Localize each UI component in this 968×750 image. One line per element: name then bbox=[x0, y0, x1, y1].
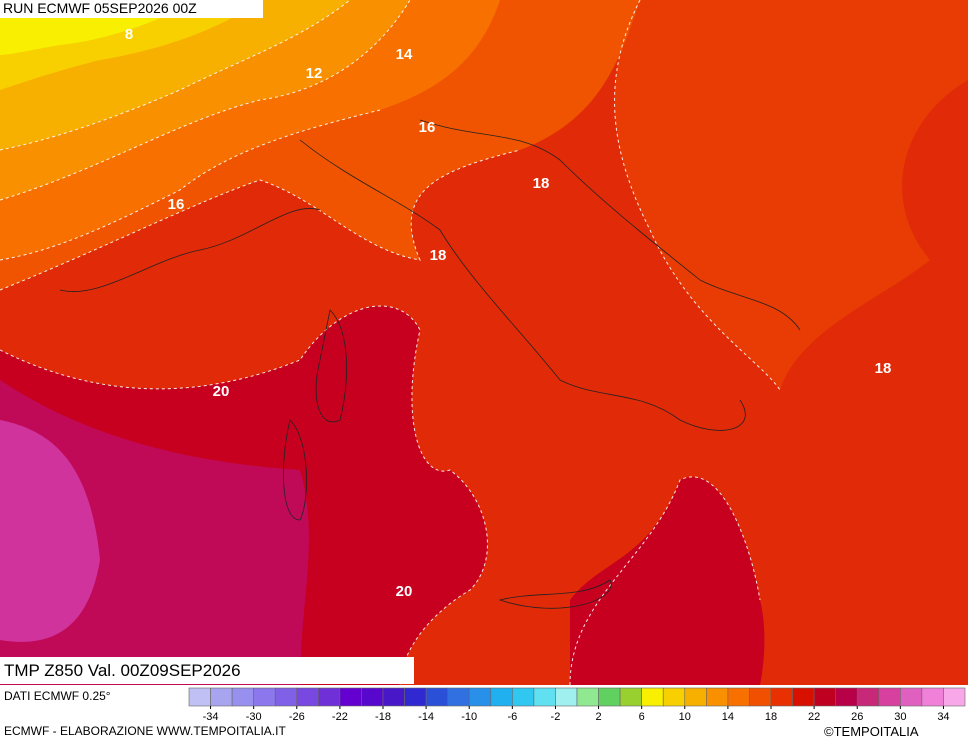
contour-label: 14 bbox=[396, 46, 413, 63]
colorbar-box bbox=[253, 687, 276, 707]
map: 8 12 14 16 16 18 18 18 20 20 bbox=[0, 0, 968, 686]
colorbar-tick-label: -18 bbox=[375, 711, 391, 723]
colorbar-box bbox=[878, 687, 901, 707]
colorbar-tick-label: -6 bbox=[507, 711, 517, 723]
contour-label: 18 bbox=[533, 175, 550, 192]
colorbar-tick-label: 22 bbox=[808, 711, 820, 723]
colorbar-box bbox=[274, 687, 298, 707]
field-24 bbox=[0, 420, 100, 642]
colorbar: -34 -30 -26 -22 -18 -14 -10 -6 -2 2 6 10 14 18 22 26 30 3… bbox=[188, 687, 966, 723]
colorbar-box bbox=[231, 687, 254, 707]
colorbar-box bbox=[404, 687, 427, 707]
contour-label: 18 bbox=[875, 360, 892, 377]
isotherm bbox=[0, 305, 488, 686]
colorbar-tick-label: 6 bbox=[639, 711, 645, 723]
isotherm bbox=[614, 0, 781, 391]
colorbar-tick-label: 30 bbox=[894, 711, 906, 723]
footer-title: TMP Z850 Val. 00Z09SEP2026 bbox=[4, 661, 241, 680]
colorbar-box bbox=[296, 687, 319, 707]
contour-label: 16 bbox=[168, 196, 185, 213]
colorbar-box bbox=[813, 687, 836, 707]
colorbar-box bbox=[856, 687, 880, 707]
credit-label: ECMWF - ELABORAZIONE WWW.TEMPOITALIA.IT bbox=[4, 724, 286, 738]
contour-label: 12 bbox=[306, 65, 323, 82]
colorbar-box bbox=[727, 687, 750, 707]
brand-label: ©TEMPOITALIA bbox=[824, 724, 919, 739]
colorbar-box bbox=[598, 687, 621, 707]
colorbar-tick-label: -26 bbox=[289, 711, 305, 723]
colorbar-box bbox=[770, 687, 793, 707]
colorbar-box bbox=[382, 687, 405, 707]
colorbar-box bbox=[318, 687, 341, 707]
isotherm bbox=[569, 476, 761, 686]
contour-label: 20 bbox=[213, 383, 230, 400]
colorbar-tick-label: -22 bbox=[332, 711, 348, 723]
colorbar-box bbox=[447, 687, 470, 707]
colorbar-box bbox=[533, 687, 556, 707]
colorbar-box bbox=[512, 687, 535, 707]
coastline bbox=[59, 119, 801, 609]
field-16 bbox=[0, 0, 968, 390]
colorbar-box bbox=[662, 687, 686, 707]
contour-label: 18 bbox=[430, 247, 447, 264]
colorbar-tick-label: -14 bbox=[418, 711, 434, 723]
colorbar-tick-label: -2 bbox=[551, 711, 561, 723]
colorbar-box bbox=[188, 687, 211, 707]
colorbar-box bbox=[684, 687, 707, 707]
colorbar-box bbox=[943, 687, 966, 707]
header-box bbox=[0, 0, 263, 18]
colorbar-box bbox=[468, 687, 492, 707]
colorbar-tick-label: 34 bbox=[937, 711, 949, 723]
colorbar-box bbox=[641, 687, 664, 707]
colorbar-box bbox=[210, 687, 233, 707]
colorbar-box bbox=[619, 687, 642, 707]
footer-box bbox=[0, 657, 414, 684]
colorbar-tick-label: 14 bbox=[722, 711, 734, 723]
colorbar-box bbox=[490, 687, 513, 707]
colorbar-box bbox=[900, 687, 923, 707]
colorbar-tick-label: 18 bbox=[765, 711, 777, 723]
colorbar-box bbox=[921, 687, 944, 707]
isotherm bbox=[0, 0, 411, 201]
colorbar-tick-label: -34 bbox=[203, 711, 219, 723]
isotherm bbox=[0, 0, 351, 151]
field-20b bbox=[570, 476, 765, 685]
contour-label: 20 bbox=[396, 583, 413, 600]
colorbar-box bbox=[555, 687, 578, 707]
colorbar-tick-label: -30 bbox=[246, 711, 262, 723]
isotherm bbox=[0, 109, 381, 261]
colorbar-box bbox=[361, 687, 384, 707]
colorbar-box bbox=[792, 687, 815, 707]
colorbar-box bbox=[835, 687, 858, 707]
source-label: DATI ECMWF 0.25° bbox=[4, 689, 111, 703]
colorbar-box bbox=[749, 687, 772, 707]
colorbar-box bbox=[339, 687, 362, 707]
contour-label: 16 bbox=[419, 119, 436, 136]
contour-label: 8 bbox=[125, 26, 133, 43]
colorbar-tick-label: 10 bbox=[679, 711, 691, 723]
colorbar-box bbox=[706, 687, 729, 707]
isotherm bbox=[0, 149, 521, 291]
colorbar-box bbox=[425, 687, 448, 707]
colorbar-tick-label: 26 bbox=[851, 711, 863, 723]
colorbar-box bbox=[576, 687, 599, 707]
colorbar-tick-label: 2 bbox=[595, 711, 601, 723]
colorbar-tick-label: -10 bbox=[461, 711, 477, 723]
header-title: RUN ECMWF 05SEP2026 00Z bbox=[3, 0, 197, 16]
